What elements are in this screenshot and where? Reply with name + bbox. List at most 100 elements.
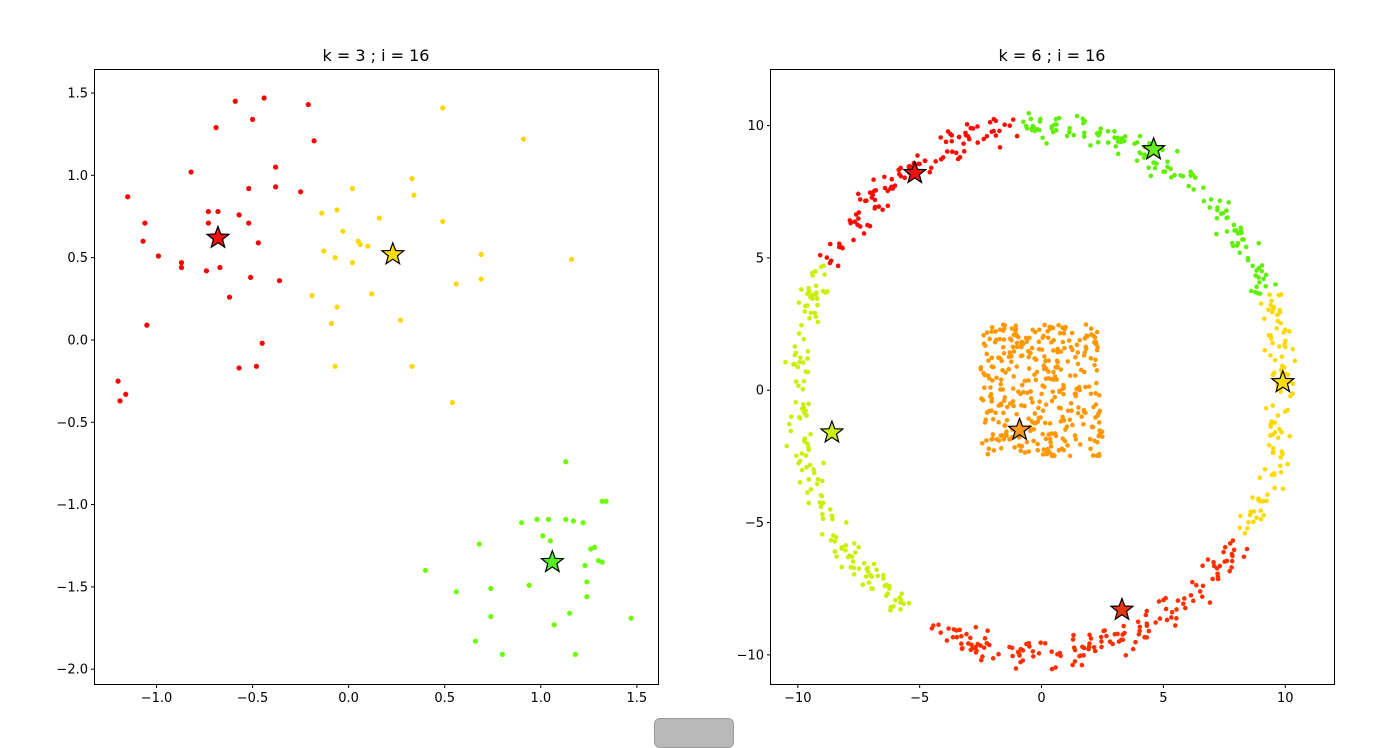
right-plot-point <box>806 445 811 450</box>
right-plot-point <box>852 219 858 225</box>
right-plot-point <box>1057 388 1062 394</box>
left-plot-ytick-label: 0.5 <box>67 251 88 266</box>
right-plot-point <box>799 287 804 292</box>
right-plot-point <box>1283 338 1288 344</box>
left-plot-point <box>319 210 325 216</box>
right-plot-point <box>1188 593 1194 598</box>
right-plot-point <box>901 601 907 607</box>
right-plot-point <box>1279 429 1284 435</box>
right-plot-point <box>1261 513 1267 518</box>
right-plot-point <box>1061 391 1066 397</box>
right-plot-point <box>1230 538 1236 543</box>
right-plot-point <box>1010 117 1016 122</box>
right-plot-point <box>843 548 848 553</box>
right-plot-point <box>988 392 994 397</box>
right-plot-point <box>1248 509 1253 515</box>
right-plot-point <box>1028 428 1033 434</box>
right-plot-point <box>1280 486 1286 492</box>
right-plot-point <box>1071 132 1077 138</box>
right-plot-point <box>801 437 807 443</box>
right-plot-point <box>928 165 934 171</box>
left-plot-point <box>570 518 577 524</box>
right-plot-point <box>1061 330 1067 336</box>
right-plot-point <box>1090 453 1096 458</box>
right-plot-point <box>873 187 879 193</box>
right-plot-point <box>1214 231 1219 237</box>
right-plot-point <box>1175 148 1180 154</box>
left-plot-point <box>409 176 415 182</box>
left-plot-point <box>328 320 334 327</box>
left-plot-point <box>603 498 609 504</box>
right-plot-point <box>1266 307 1271 313</box>
right-plot-point <box>1268 334 1274 340</box>
right-plot-point <box>1087 436 1093 442</box>
right-plot-point <box>1134 158 1140 163</box>
right-plot-point <box>1191 187 1197 192</box>
right-plot-point <box>1263 405 1269 411</box>
right-plot-title: k = 6 ; i = 16 <box>999 46 1106 65</box>
right-plot-point <box>789 414 794 419</box>
right-plot-point <box>1081 130 1087 136</box>
right-plot-point <box>1272 430 1278 435</box>
right-plot-point <box>1104 633 1109 639</box>
right-plot-point <box>1161 169 1166 174</box>
left-plot-point <box>140 238 146 244</box>
toolbar-button[interactable] <box>654 718 734 748</box>
right-plot-point <box>1058 367 1064 372</box>
right-plot-point <box>893 597 898 603</box>
right-plot-point <box>882 174 887 180</box>
right-plot-point <box>1067 129 1072 135</box>
right-plot-point <box>856 210 862 215</box>
right-plot-point <box>796 331 802 336</box>
right-plot-point <box>1060 414 1065 420</box>
right-plot-point <box>1135 619 1141 625</box>
right-plot-point <box>1259 263 1265 268</box>
left-plot-point <box>311 138 317 144</box>
right-plot-point <box>1025 348 1031 354</box>
right-plot-point <box>1036 339 1042 345</box>
right-plot-point <box>1071 632 1076 638</box>
right-plot-point <box>1039 391 1044 397</box>
right-plot-point <box>1006 366 1012 372</box>
right-plot-point <box>1073 373 1078 378</box>
right-plot-point <box>997 128 1002 134</box>
right-plot-point <box>820 516 826 522</box>
right-plot-point <box>1285 461 1290 467</box>
right-plot-point <box>1094 329 1100 335</box>
right-plot-point <box>1156 599 1162 604</box>
right-plot-point <box>987 336 992 342</box>
right-plot-point <box>1278 470 1284 475</box>
right-plot-point <box>1034 369 1040 375</box>
right-plot-point <box>800 360 806 365</box>
right-plot-point <box>1146 165 1151 171</box>
left-plot-xtick-label: −0.5 <box>237 691 269 706</box>
right-plot-point <box>1036 346 1042 352</box>
right-plot-point <box>997 145 1003 150</box>
right-plot-point <box>975 124 980 129</box>
right-plot-point <box>802 309 808 314</box>
right-plot-point <box>1049 666 1055 672</box>
right-plot-point <box>1282 344 1288 350</box>
left-plot-xtick-label: −1.0 <box>141 691 173 706</box>
right-plot-point <box>1078 653 1084 658</box>
right-plot-ytick-label: 0 <box>756 384 764 399</box>
right-plot-point <box>1043 358 1048 364</box>
right-plot-point <box>867 223 873 229</box>
right-plot-point <box>1231 547 1237 553</box>
right-plot-point <box>984 351 990 357</box>
left-plot-point <box>518 520 525 526</box>
right-plot-point <box>1001 326 1007 332</box>
right-plot-point <box>982 635 988 641</box>
right-plot-point <box>1019 339 1025 345</box>
right-plot-point <box>815 302 820 308</box>
right-plot-point <box>1040 135 1045 141</box>
right-plot-point <box>1133 639 1138 645</box>
left-plot-centroid-star <box>380 241 406 266</box>
left-plot-point <box>588 546 594 552</box>
right-plot-point <box>1258 301 1264 306</box>
right-plot-point <box>984 330 990 335</box>
right-plot-ytick-label: −10 <box>737 648 764 663</box>
right-plot-point <box>870 192 876 198</box>
right-plot-point <box>1067 373 1073 378</box>
right-plot-point <box>864 198 869 204</box>
